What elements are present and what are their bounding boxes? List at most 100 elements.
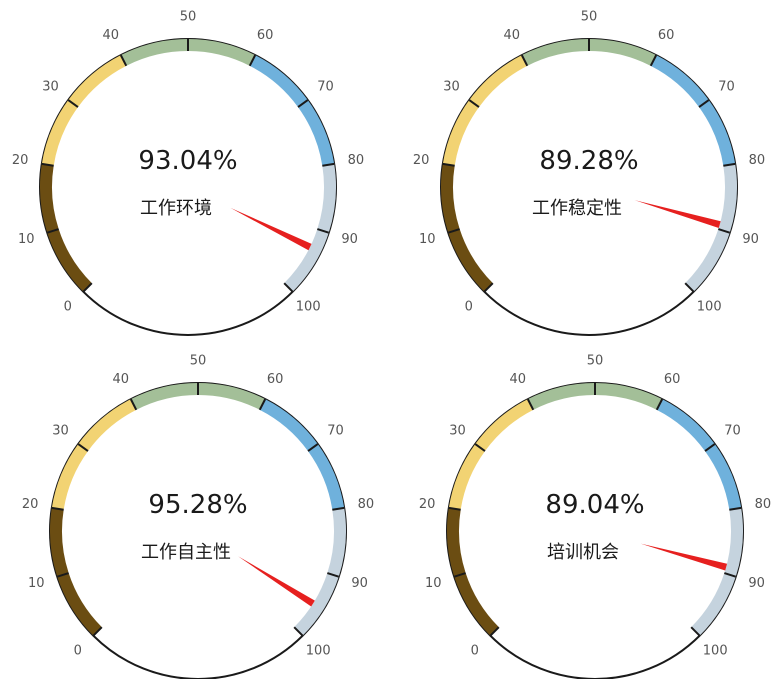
gauge-tick [655,398,664,411]
gauge-tick-label: 40 [510,372,527,387]
gauge-tick-label: 80 [755,497,772,512]
gauge-tick [520,54,529,67]
gauge-tick-label: 10 [28,576,45,591]
gauge-tick [468,99,480,108]
gauge-band-1 [447,507,499,636]
gauge-tick [526,398,535,411]
gauge-tick [474,443,486,452]
gauge-3: 0 10 20 30 40 50 60 70 80 90 100 95.28% 工作自主性 [22,354,374,679]
gauge-tick [46,228,59,234]
gauge-tick [322,162,335,167]
gauge-tick-label: 70 [718,80,735,95]
gauge-tick [729,506,742,511]
gauge-tick-label: 0 [64,300,72,315]
gauge-tick-label: 0 [74,644,82,659]
gauge-tick-label: 10 [419,232,436,247]
gauge-tick [317,228,330,234]
gauge-tick-label: 40 [103,28,120,43]
gauge-tick-label: 100 [306,644,331,659]
gauge-band-5 [685,163,737,292]
gauge-tick-label: 70 [724,424,741,439]
gauge-tick-label: 0 [471,644,479,659]
gauge-needle [634,200,721,228]
gauge-4: 0 10 20 30 40 50 60 70 80 90 100 89.04% 培训机会 [419,354,771,679]
gauge-tick-label: 90 [341,232,358,247]
gauge-tick [82,282,93,293]
gauge-band-5 [691,507,743,636]
gauge-tick-label: 80 [358,497,375,512]
gauge-tick [297,99,309,108]
gauge-value-label: 95.28% [148,490,247,520]
gauge-tick-label: 90 [742,232,759,247]
gauge-tick [690,626,701,637]
gauge-tick-label: 20 [419,497,436,512]
gauge-value-label: 89.04% [545,490,644,520]
gauge-value-label: 93.04% [138,146,237,176]
gauge-2: 0 10 20 30 40 50 60 70 80 90 100 89.28% 工作稳定性 [413,10,765,336]
gauge-band-5 [294,507,346,636]
gauge-tick-label: 0 [465,300,473,315]
gauge-tick-label: 30 [443,80,460,95]
gauge-tick [447,228,460,234]
gauge-tick-label: 40 [504,28,521,43]
gauge-tick-label: 60 [267,372,284,387]
gauge-tick-label: 20 [12,153,29,168]
gauge-title: 工作环境 [140,198,212,219]
gauge-tick [684,282,695,293]
gauge-tick [489,626,500,637]
gauge-tick-label: 30 [52,424,69,439]
gauge-tick [704,443,716,452]
gauge-value-label: 89.28% [539,146,638,176]
gauge-tick-label: 90 [351,576,368,591]
gauge-tick-label: 50 [581,10,598,25]
gauge-needle [230,207,312,251]
gauge-tick [258,398,267,411]
gauge-needle [640,543,728,571]
gauge-needle [238,556,315,607]
gauge-tick-label: 70 [317,80,334,95]
gauge-tick-label: 80 [348,153,365,168]
gauge-tick [56,572,69,578]
gauge-tick [698,99,710,108]
gauge-band-5 [284,163,336,292]
gauge-tick-label: 30 [42,80,59,95]
gauge-tick-label: 50 [190,354,207,369]
gauge-tick [724,572,737,578]
gauge-tick-label: 20 [22,497,39,512]
gauge-tick-label: 10 [18,232,35,247]
gauge-tick [41,162,54,167]
gauge-1: 0 10 20 30 40 50 60 70 80 90 100 93.04% 工作环境 [12,10,364,336]
gauge-tick-label: 70 [327,424,344,439]
gauge-tick-label: 90 [748,576,765,591]
gauge-band-1 [40,163,92,292]
gauge-band-1 [441,163,493,292]
gauge-tick-label: 20 [413,153,430,168]
gauge-tick-label: 60 [257,28,274,43]
gauge-tick [77,443,89,452]
gauge-title: 工作自主性 [141,542,231,563]
gauge-tick-label: 80 [749,153,766,168]
gauge-tick [332,506,345,511]
gauge-tick [453,572,466,578]
gauge-tick [119,54,128,67]
gauge-tick-label: 100 [296,300,321,315]
gauge-tick [723,162,736,167]
gauge-tick [649,54,658,67]
gauge-tick-label: 60 [658,28,675,43]
gauge-tick [67,99,79,108]
gauge-tick [129,398,138,411]
gauge-tick [92,626,103,637]
gauge-tick [51,506,64,511]
gauge-tick [248,54,257,67]
gauge-tick-label: 60 [664,372,681,387]
gauge-tick-label: 40 [113,372,130,387]
gauge-tick-label: 100 [697,300,722,315]
gauge-tick [293,626,304,637]
gauge-tick [307,443,319,452]
gauge-title: 工作稳定性 [532,198,622,219]
gauge-tick [483,282,494,293]
gauge-tick [442,162,455,167]
gauge-tick-label: 30 [449,424,466,439]
gauge-tick-label: 50 [180,10,197,25]
